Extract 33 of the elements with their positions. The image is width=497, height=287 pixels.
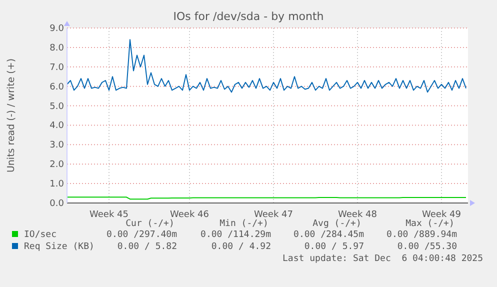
text: Last update: Sat Dec 6 04:00:48 2025 bbox=[282, 254, 483, 264]
text: 0.00 /889.94m bbox=[386, 230, 457, 240]
y-tick-label: 9.0 bbox=[50, 24, 64, 34]
legend-label: IO/sec bbox=[24, 230, 57, 240]
x-tick-label: Week 49 bbox=[422, 210, 462, 220]
text: Min (-/+) bbox=[220, 219, 268, 229]
text: 0.00 / 5.82 bbox=[117, 242, 177, 252]
y-axis-title: Units read (-) / write (+) bbox=[6, 58, 17, 173]
x-tick-label: Week 48 bbox=[338, 210, 378, 220]
legend-label: Req Size (KB) bbox=[24, 242, 94, 252]
line-series bbox=[66, 39, 466, 93]
y-tick-label: 7.0 bbox=[50, 62, 64, 73]
text: 0.00 / 5.97 bbox=[304, 242, 364, 252]
chart-title: IOs for /dev/sda - by month bbox=[173, 10, 324, 23]
text: 0.00 / 4.92 bbox=[211, 242, 271, 252]
y-tick-label: 3.0 bbox=[50, 140, 64, 151]
text: 0.00 /297.40m bbox=[106, 230, 177, 240]
text: 0.00 /284.45m bbox=[294, 230, 364, 240]
text: 0.00 /55.30 bbox=[397, 242, 457, 252]
x-tick-label: Week 45 bbox=[90, 210, 128, 220]
y-tick-label: 0.0 bbox=[50, 199, 64, 209]
y-tick-label: 6.0 bbox=[50, 82, 64, 92]
x-tick-label: Week 47 bbox=[254, 210, 293, 220]
text: Cur (-/+) bbox=[126, 219, 174, 229]
y-tick-label: 1.0 bbox=[50, 180, 64, 190]
y-tick-label: 2.0 bbox=[50, 160, 64, 170]
y-tick-label: 5.0 bbox=[50, 102, 64, 112]
x-tick-label: Week 46 bbox=[170, 210, 210, 220]
y-tick-label: 4.0 bbox=[50, 121, 64, 132]
text: Max (-/+) bbox=[406, 219, 454, 229]
text: Avg (-/+) bbox=[312, 219, 362, 229]
text: 0.00 /114.29m bbox=[200, 230, 271, 240]
y-tick-label: 8.0 bbox=[50, 43, 64, 54]
